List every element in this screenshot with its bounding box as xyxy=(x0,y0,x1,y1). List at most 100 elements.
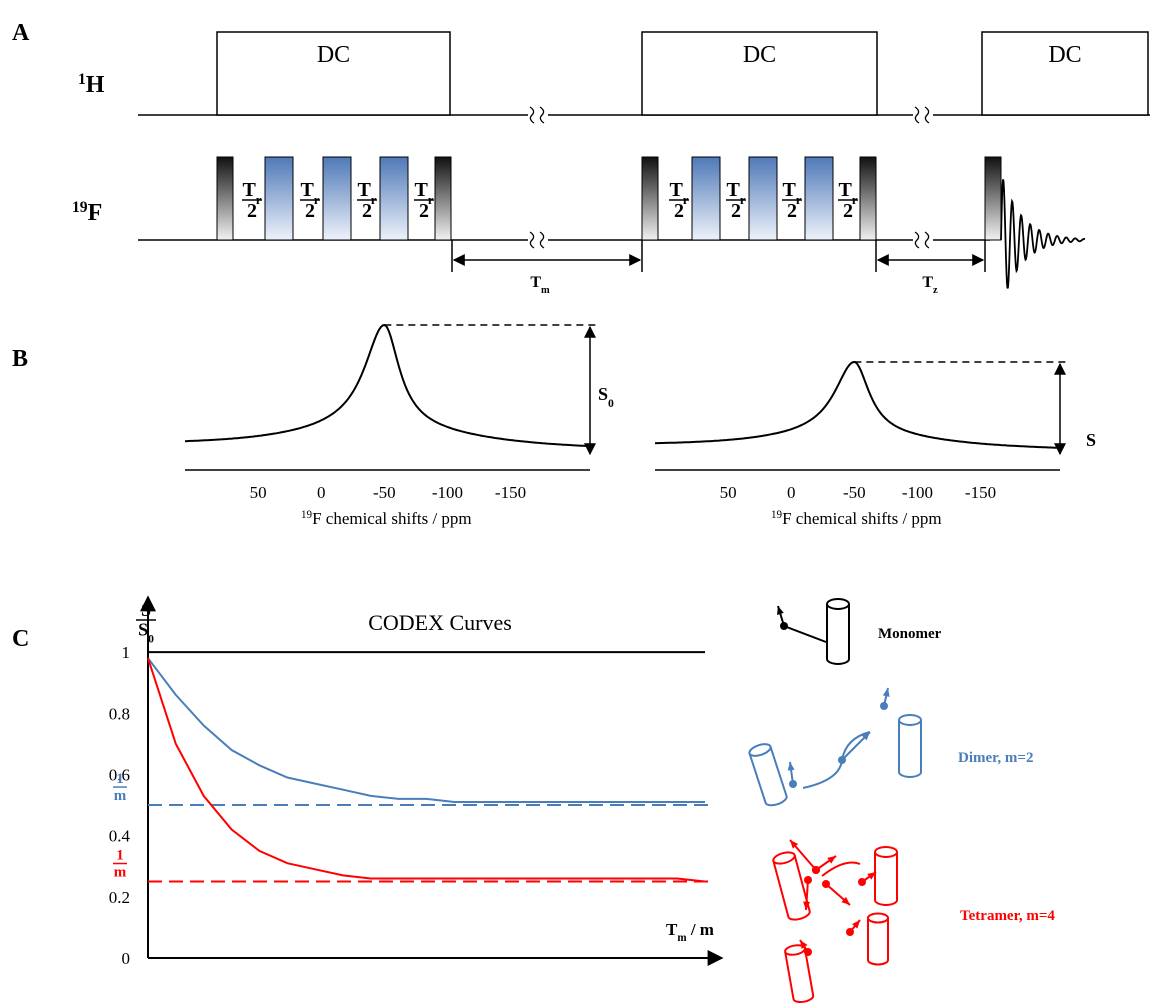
text-part: 1 xyxy=(116,771,124,787)
text-part: F chemical shifts / ppm xyxy=(312,509,472,528)
text-sub: r xyxy=(683,192,689,207)
spin-head xyxy=(800,940,808,949)
spectrum xyxy=(184,324,590,448)
recoupling-pulse xyxy=(691,156,721,241)
y-axis-label-denominator: S0 xyxy=(138,619,154,645)
cylinder-body xyxy=(772,854,811,921)
text-part: T xyxy=(242,179,256,201)
text-part: F chemical shifts / ppm xyxy=(782,509,942,528)
x-tick-label: -50 xyxy=(843,483,866,502)
x-tick-label: -150 xyxy=(965,483,996,502)
helix-cylinder xyxy=(826,598,850,665)
spin-head xyxy=(861,732,870,741)
text-part: T xyxy=(669,179,683,201)
spin-head xyxy=(827,856,836,864)
text-sub: r xyxy=(371,192,377,207)
y-tick-label: 0 xyxy=(122,949,131,968)
cylinder-body xyxy=(867,918,889,966)
spin-head xyxy=(852,920,860,929)
text-sub: r xyxy=(314,192,320,207)
spin-atom xyxy=(804,948,812,956)
spin-head xyxy=(777,606,784,615)
y-tick-label: 1 xyxy=(122,643,131,662)
text-part: 2 xyxy=(731,200,741,222)
spin-head xyxy=(867,872,876,880)
recoupling-pulse xyxy=(748,156,778,241)
text-part: 2 xyxy=(843,200,853,222)
reference-label-denominator: m xyxy=(114,788,127,804)
text-sup: 19 xyxy=(72,199,88,216)
hard-pulse xyxy=(859,156,877,241)
cylinder-body xyxy=(874,852,898,906)
text-part: 1 xyxy=(116,848,124,864)
cylinder-top xyxy=(748,743,772,757)
cylinder-top xyxy=(826,598,850,610)
x-axis-label: 19F chemical shifts / ppm xyxy=(301,509,472,528)
text-part: 2 xyxy=(674,200,684,222)
cylinder-top xyxy=(772,851,796,865)
helix-cylinder xyxy=(874,846,898,906)
series-line xyxy=(147,657,705,803)
helix-cylinder xyxy=(748,743,788,807)
chart-title: CODEX Curves xyxy=(368,610,512,635)
spin-atom xyxy=(858,878,866,886)
text-part: B xyxy=(12,346,28,372)
pulse-delay-numerator: Tr xyxy=(726,179,745,207)
x-tick-label: 0 xyxy=(787,483,796,502)
spin-head xyxy=(841,896,850,905)
text-part: T xyxy=(357,179,371,201)
text-part: S xyxy=(138,619,148,639)
break-mark xyxy=(539,231,545,249)
x-tick-label: -50 xyxy=(373,483,396,502)
spin-head xyxy=(882,688,890,697)
decoupling-label: DC xyxy=(317,42,350,68)
intensity-label: S0 xyxy=(598,384,614,410)
text-sup: 1 xyxy=(78,71,86,88)
recoupling-pulse xyxy=(379,156,409,241)
spin-atom xyxy=(789,780,797,788)
spin-atom xyxy=(804,876,812,884)
text-part: A xyxy=(12,20,30,46)
text-part: S xyxy=(1086,430,1096,450)
text-part: T xyxy=(726,179,740,201)
panel-label: C xyxy=(12,626,29,652)
cylinder-top xyxy=(874,846,898,858)
intensity-label: S xyxy=(1086,430,1096,450)
spectrum xyxy=(654,360,1060,449)
decoupling-label: DC xyxy=(743,42,776,68)
text-sub: r xyxy=(796,192,802,207)
spin-atom xyxy=(880,702,888,710)
mixing-label: Tm xyxy=(530,274,550,296)
helix-link xyxy=(783,625,827,643)
pulse-delay-numerator: Tr xyxy=(242,179,261,207)
series-name: Dimer, m=2 xyxy=(958,750,1033,766)
text-part: S xyxy=(141,600,151,620)
text-sup: 19 xyxy=(301,509,313,521)
hard-pulse xyxy=(641,156,659,241)
recoupling-pulse xyxy=(322,156,352,241)
cylinder-body xyxy=(784,948,815,1004)
break-mark xyxy=(914,231,920,249)
decoupling-box xyxy=(216,31,451,116)
break-mark xyxy=(529,106,535,124)
x-tick-label: -100 xyxy=(432,483,463,502)
x-tick-label: 0 xyxy=(317,483,326,502)
helix-cylinder xyxy=(772,851,811,921)
pulse-delay-denominator: 2 xyxy=(843,200,853,222)
hard-pulse xyxy=(216,156,234,241)
spin-head xyxy=(790,840,799,849)
channel-label: 1H xyxy=(78,71,105,99)
text-sub: 0 xyxy=(608,397,614,410)
y-tick-label: 0.6 xyxy=(109,765,130,784)
x-tick-label: 50 xyxy=(720,483,737,502)
break-mark xyxy=(924,231,930,249)
text-sub: m xyxy=(677,932,687,944)
reference-label-denominator: m xyxy=(114,864,127,880)
x-tick-label: -150 xyxy=(495,483,526,502)
text-sub: r xyxy=(256,192,262,207)
text-sub: r xyxy=(852,192,858,207)
decoupling-box xyxy=(981,31,1149,116)
z-filter-label: Tz xyxy=(922,274,938,296)
x-tick-label: -100 xyxy=(902,483,933,502)
